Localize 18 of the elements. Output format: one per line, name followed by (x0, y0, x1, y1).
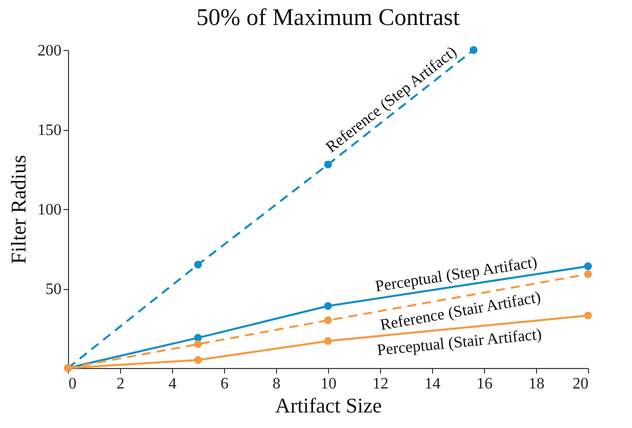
y-tick-label: 150 (38, 122, 62, 139)
y-tick-label: 200 (38, 42, 62, 60)
x-tick-label: 16 (476, 376, 492, 392)
x-tick-label: 18 (528, 376, 544, 392)
y-tick-label: 100 (38, 202, 62, 218)
x-tick-label: 2 (116, 376, 124, 392)
x-tick-label: 14 (424, 376, 440, 392)
y-tick-label: 50 (46, 281, 62, 298)
x-tick-label: 12 (372, 376, 388, 392)
x-tick-label: 0 (68, 376, 76, 392)
x-tick-label: 10 (320, 376, 336, 392)
x-tick-label: 20 (572, 376, 588, 392)
x-tick-label: 8 (272, 376, 280, 392)
x-tick-label: 6 (220, 376, 228, 392)
x-axis-title: Artifact Size (275, 394, 382, 418)
chart-title: 50% of Maximum Contrast (196, 5, 460, 31)
x-tick-label: 4 (168, 376, 176, 392)
y-axis-title: Filter Radius (6, 154, 30, 264)
